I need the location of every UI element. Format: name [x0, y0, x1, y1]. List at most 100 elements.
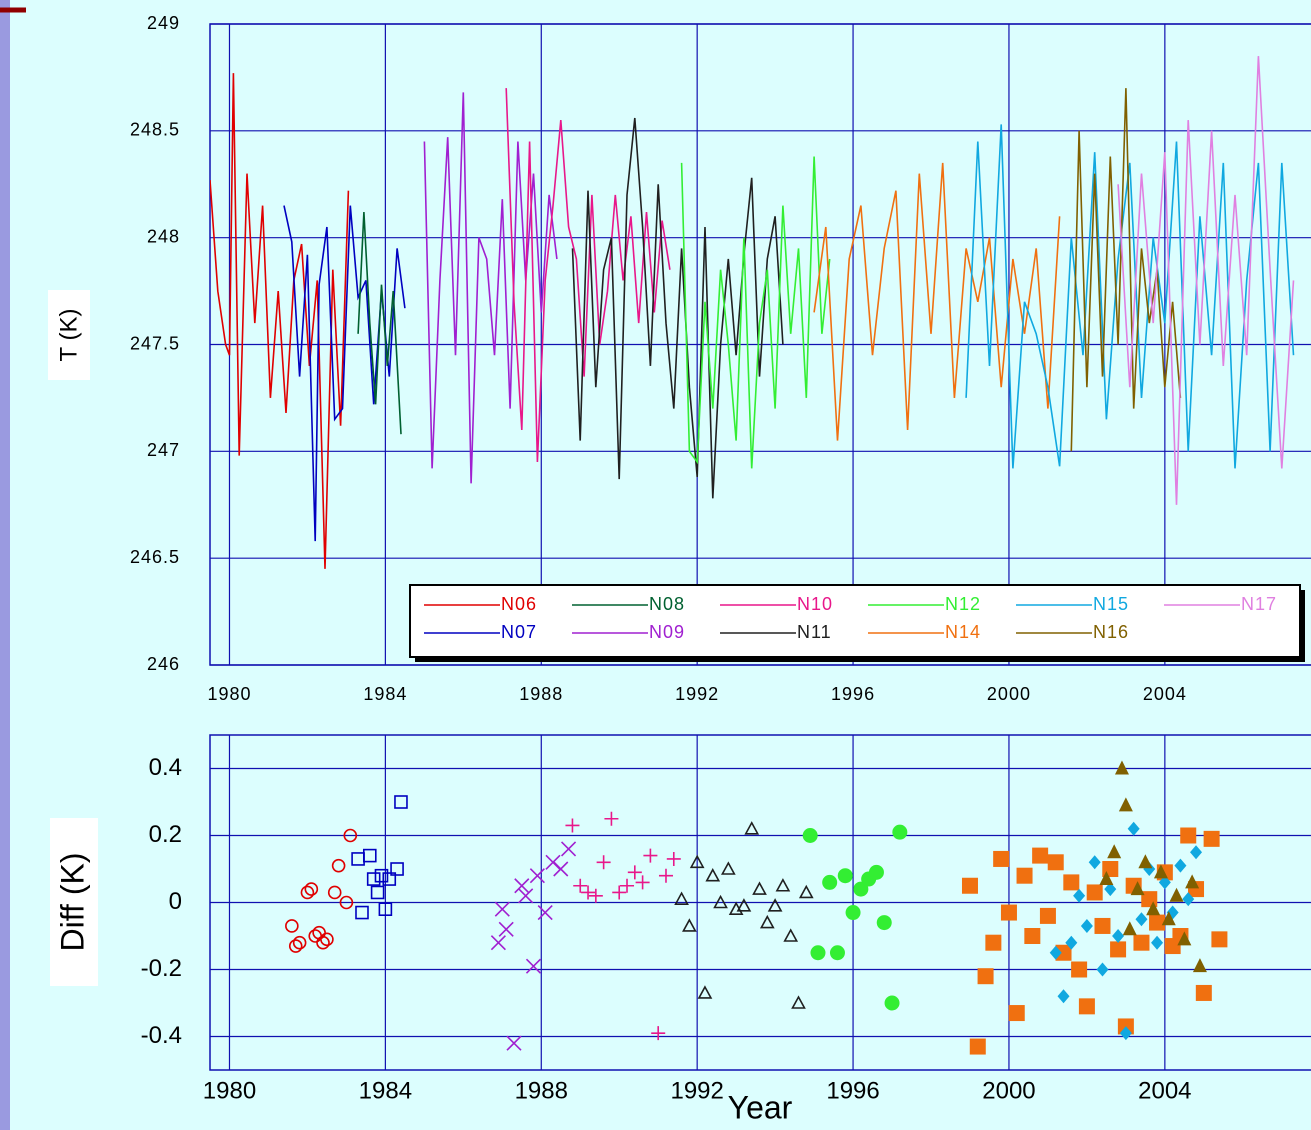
marker — [1049, 945, 1062, 960]
marker — [1138, 854, 1153, 869]
marker — [969, 1038, 986, 1055]
x-tick-label: 1992 — [670, 1077, 723, 1104]
marker — [884, 995, 900, 1011]
marker — [1039, 907, 1056, 924]
marker — [1195, 984, 1212, 1001]
marker — [1146, 901, 1161, 916]
y-tick-label: 0 — [169, 888, 182, 915]
y-tick-label: 0.4 — [149, 754, 182, 781]
marker — [1211, 931, 1228, 948]
marker — [362, 848, 377, 863]
marker — [658, 868, 673, 883]
series-line — [505, 88, 671, 463]
legend — [409, 584, 1301, 658]
marker — [791, 995, 806, 1009]
marker — [674, 891, 689, 905]
marker — [382, 872, 397, 886]
marker — [1088, 855, 1101, 870]
marker — [682, 918, 697, 932]
marker — [506, 1035, 522, 1051]
legend-label: N10 — [797, 594, 833, 614]
marker — [744, 821, 760, 835]
marker — [822, 874, 838, 890]
marker — [374, 868, 389, 883]
legend-label: N17 — [1241, 594, 1277, 614]
marker — [1107, 844, 1122, 859]
y-tick-label: 249 — [147, 13, 180, 33]
marker — [1063, 874, 1080, 891]
series-line — [1070, 88, 1182, 452]
marker — [514, 878, 530, 894]
marker — [378, 902, 393, 917]
marker — [1118, 797, 1133, 812]
marker — [288, 939, 303, 953]
marker — [1099, 871, 1114, 886]
marker — [736, 898, 752, 912]
series-line — [965, 124, 1295, 469]
x-tick-label: 1988 — [515, 1077, 568, 1104]
marker — [1182, 892, 1195, 907]
series-line — [210, 73, 350, 569]
marker — [300, 885, 315, 900]
marker — [752, 881, 767, 895]
marker — [1112, 929, 1125, 943]
marker — [316, 935, 330, 950]
marker — [961, 877, 978, 894]
marker — [1073, 888, 1086, 903]
x-tick-label: 1980 — [203, 1077, 256, 1104]
marker — [490, 935, 506, 951]
marker — [581, 885, 596, 900]
marker — [1135, 912, 1148, 927]
marker — [320, 932, 334, 947]
x-tick-label: 2004 — [1138, 1077, 1191, 1104]
marker — [829, 945, 845, 961]
y-tick-label: 248.5 — [130, 120, 180, 140]
y-label-box — [48, 290, 90, 380]
marker — [783, 928, 799, 942]
legend-label: N08 — [649, 594, 685, 614]
marker — [343, 828, 358, 843]
marker — [1094, 917, 1111, 934]
marker — [643, 848, 658, 863]
marker — [977, 968, 994, 985]
series-line — [1117, 56, 1295, 505]
marker — [565, 818, 580, 833]
marker — [529, 868, 545, 884]
marker — [620, 878, 635, 893]
marker — [775, 878, 791, 892]
marker — [525, 958, 542, 974]
marker — [651, 1026, 666, 1041]
marker — [1086, 884, 1103, 901]
marker — [1127, 821, 1140, 836]
marker — [1161, 911, 1176, 926]
series-line — [423, 92, 558, 484]
marker — [498, 921, 514, 937]
marker — [1078, 998, 1095, 1015]
y-axis-label: Diff (K) — [54, 853, 90, 952]
marker — [1016, 867, 1033, 884]
marker — [604, 811, 619, 826]
marker — [390, 862, 404, 876]
y-tick-label: 0.2 — [149, 821, 182, 848]
legend-label: N14 — [945, 622, 981, 642]
marker — [1151, 935, 1164, 950]
marker — [1190, 845, 1203, 860]
marker — [845, 905, 861, 921]
x-tick-label: 2000 — [982, 1077, 1035, 1104]
marker — [1192, 958, 1207, 973]
marker — [635, 875, 650, 890]
x-tick-label: 1984 — [363, 684, 407, 704]
marker — [697, 985, 713, 999]
marker — [394, 795, 408, 809]
marker — [1057, 989, 1070, 1004]
marker — [767, 898, 783, 912]
marker — [1047, 854, 1064, 871]
marker — [689, 854, 705, 869]
x-tick-label: 1996 — [831, 684, 875, 704]
marker — [596, 855, 611, 870]
marker — [720, 861, 736, 875]
series-line — [571, 117, 784, 499]
marker — [1122, 921, 1137, 936]
marker — [285, 919, 299, 933]
